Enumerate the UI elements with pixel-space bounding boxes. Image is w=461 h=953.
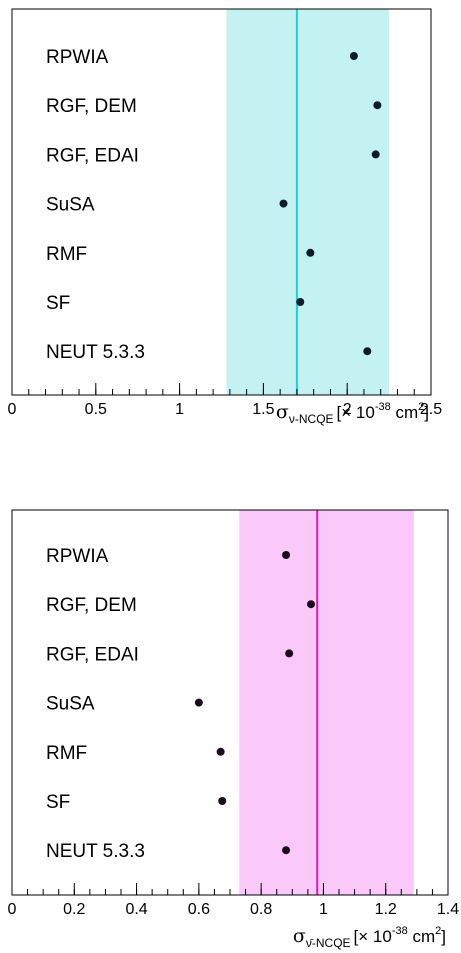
tick-label: 0.5	[85, 401, 107, 418]
data-point	[296, 298, 305, 306]
x-axis-exponent: -38	[375, 401, 391, 413]
x-axis-unit-exponent: 2	[435, 925, 441, 937]
tick-label: 0.4	[125, 901, 147, 918]
data-point	[282, 846, 291, 855]
uncertainty-band	[226, 9, 390, 395]
tick-label: 1.2	[375, 901, 397, 918]
category-label: SuSA	[46, 694, 95, 715]
x-axis-exponent: -38	[392, 925, 408, 937]
category-label: RGF, DEM	[46, 595, 137, 616]
x-axis-symbol: σ	[293, 925, 306, 947]
data-point	[306, 248, 315, 257]
top-panel: RPWIA RGF, DEM RGF, EDAI SuSA RMF SF NEUT 5.3.…	[8, 8, 442, 426]
data-point	[371, 150, 380, 159]
data-point	[363, 347, 372, 356]
x-axis-unit: ]	[424, 403, 429, 422]
category-label: RPWIA	[46, 546, 109, 567]
category-label: SuSA	[46, 195, 95, 216]
x-axis-label: σν-NCQE [× 10-38 cm2]	[276, 401, 429, 426]
uncertainty-band	[239, 510, 414, 895]
data-point	[216, 747, 225, 756]
tick-label: 0.8	[250, 901, 272, 918]
data-point	[285, 649, 294, 658]
data-point	[373, 101, 382, 110]
x-axis-label: σν̄-NCQE [× 10-38 cm2]	[293, 925, 446, 950]
x-axis-symbol: σ	[276, 401, 289, 423]
x-axis-unit: ]	[441, 927, 446, 946]
data-point	[306, 600, 315, 609]
data-point	[194, 698, 203, 707]
tick-label: 1.5	[252, 401, 274, 418]
category-label: RMF	[46, 743, 87, 764]
tick-label: 1	[175, 401, 184, 418]
bottom-panel: RPWIA RGF, DEM RGF, EDAI SuSA RMF SF NEUT 5.3.…	[8, 509, 459, 950]
category-label: NEUT 5.3.3	[46, 841, 145, 862]
x-axis-subscript: ν̄-NCQE	[306, 936, 351, 950]
category-label: RMF	[46, 244, 87, 265]
tick-label: 1.4	[437, 901, 459, 918]
tick-label: 0.2	[63, 901, 85, 918]
x-axis-unit: cm	[391, 403, 418, 422]
tick-label: 0.6	[188, 901, 210, 918]
tick-label: 2.5	[420, 401, 442, 418]
category-label: SF	[46, 792, 70, 813]
x-axis-unit: cm	[408, 927, 435, 946]
data-point	[282, 551, 291, 559]
data-point	[279, 199, 288, 208]
tick-label: 2	[343, 401, 352, 418]
x-axis-subscript: ν-NCQE	[289, 412, 334, 426]
data-point	[349, 52, 358, 60]
category-label: NEUT 5.3.3	[46, 342, 145, 363]
x-axis-unit: [× 10	[354, 927, 392, 946]
tick-label: 0	[8, 901, 17, 918]
category-label: RPWIA	[46, 47, 109, 68]
x-axis-unit-exponent: 2	[418, 401, 424, 413]
tick-label: 0	[8, 401, 17, 418]
category-label: SF	[46, 293, 70, 314]
plot-frame	[11, 8, 432, 396]
tick-label: 1	[319, 901, 328, 918]
category-label: RGF, EDAI	[46, 145, 139, 166]
category-label: RGF, DEM	[46, 96, 137, 117]
category-label: RGF, EDAI	[46, 644, 139, 665]
x-axis-unit: [× 10	[337, 403, 375, 422]
data-point	[218, 797, 227, 805]
